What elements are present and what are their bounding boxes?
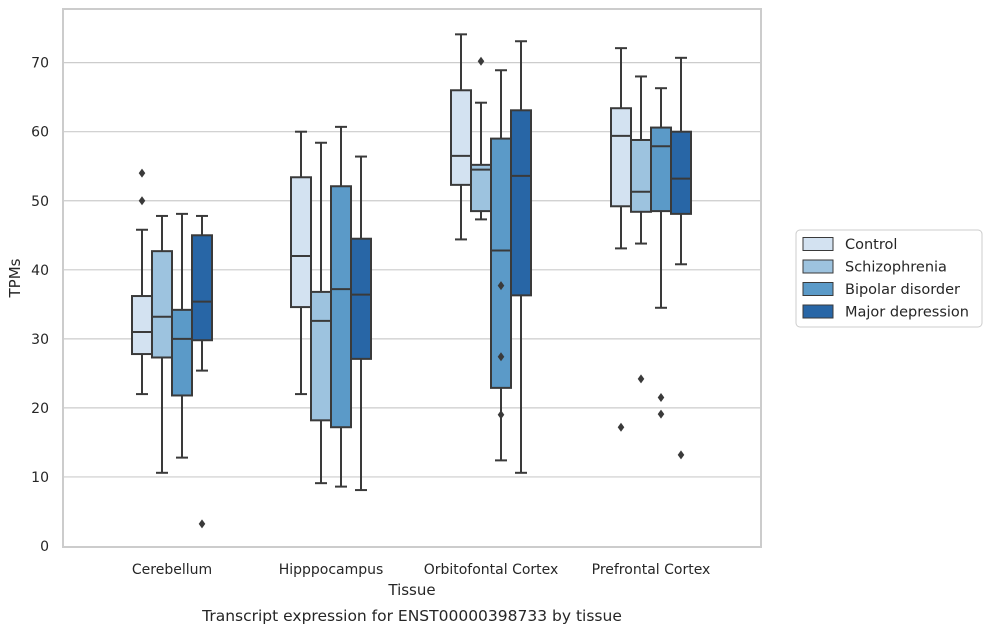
- y-tick-label: 0: [40, 539, 49, 555]
- chart-caption: Transcript expression for ENST0000039873…: [201, 607, 622, 625]
- gridlines: [63, 62, 761, 478]
- box-iqr: [131, 295, 153, 356]
- box-iqr: [330, 185, 352, 429]
- box-schizophrenia: [310, 141, 332, 485]
- box-iqr: [630, 138, 652, 213]
- box-iqr: [310, 290, 332, 422]
- box-schizophrenia: [151, 214, 173, 474]
- box-major-depression: [191, 214, 213, 529]
- box-group: [610, 47, 692, 460]
- y-tick-label: 70: [31, 56, 49, 72]
- y-tick-label: 10: [31, 470, 49, 486]
- outlier-point: [198, 519, 206, 529]
- box-iqr: [450, 89, 472, 186]
- outlier-point: [497, 281, 505, 291]
- box-group: [450, 33, 532, 474]
- outlier-point: [138, 196, 146, 206]
- x-tick-label: Orbitofontal Cortex: [424, 562, 559, 578]
- box-group: [290, 125, 372, 492]
- box-control: [290, 130, 312, 396]
- box-control: [450, 33, 472, 241]
- y-axis-label: TPMs: [6, 258, 24, 298]
- x-tick-label: Prefrontal Cortex: [592, 562, 711, 578]
- box-iqr: [290, 176, 312, 309]
- outlier-point: [497, 410, 505, 420]
- legend-item: Schizophrenia: [802, 259, 947, 276]
- outlier-point: [677, 450, 685, 460]
- y-tick-labels: 0 10 20 30 40 50 60 70: [31, 56, 49, 555]
- box-bipolar-disorder: [171, 212, 193, 459]
- outlier-point: [138, 168, 146, 178]
- legend-swatch: [802, 259, 834, 274]
- outlier-point: [637, 374, 645, 384]
- box-iqr: [610, 107, 632, 208]
- legend-frame: [795, 229, 983, 328]
- legend-label: Major depression: [845, 305, 969, 321]
- outlier-point: [657, 409, 665, 419]
- legend-item: Control: [802, 237, 897, 253]
- legend-swatch: [802, 282, 834, 296]
- outlier-point: [657, 393, 665, 403]
- y-tick-label: 40: [31, 263, 49, 279]
- box-group: [131, 168, 213, 529]
- outlier-point: [477, 56, 485, 66]
- outlier-point: [497, 352, 505, 362]
- box-iqr: [490, 137, 512, 389]
- box-groups: [131, 33, 692, 529]
- x-tick-label: Hipppocampus: [279, 562, 384, 578]
- legend-item: Major depression: [802, 304, 969, 321]
- box-major-depression: [350, 155, 372, 492]
- y-tick-label: 60: [31, 125, 49, 141]
- legend-swatch: [802, 304, 834, 319]
- box-iqr: [151, 250, 173, 359]
- legend-label: Bipolar disorder: [845, 282, 960, 298]
- legend-label: Control: [845, 237, 897, 253]
- box-iqr: [191, 234, 213, 342]
- x-tick-labels: Cerebellum Hipppocampus Orbitofontal Corte…: [132, 562, 710, 578]
- box-iqr: [350, 237, 372, 360]
- box-iqr: [670, 130, 692, 215]
- y-tick-label: 30: [31, 332, 49, 348]
- box-major-depression: [510, 40, 532, 474]
- box-iqr: [510, 109, 532, 297]
- box-iqr: [470, 163, 492, 213]
- box-iqr: [171, 308, 193, 397]
- legend-item: Bipolar disorder: [802, 282, 960, 298]
- box-bipolar-disorder: [650, 87, 672, 419]
- box-major-depression: [670, 56, 692, 460]
- box-control: [610, 47, 632, 432]
- y-tick-label: 20: [31, 401, 49, 417]
- outlier-point: [617, 422, 625, 432]
- y-tick-label: 50: [31, 194, 49, 210]
- legend-swatch: [802, 237, 834, 251]
- x-tick-label: Cerebellum: [132, 562, 212, 578]
- legend: Control Schizophrenia Bipolar disorder Majo…: [795, 229, 983, 328]
- legend-label: Schizophrenia: [845, 260, 947, 276]
- x-axis-label: Tissue: [387, 581, 435, 599]
- box-iqr: [650, 126, 672, 213]
- box-bipolar-disorder: [330, 125, 352, 488]
